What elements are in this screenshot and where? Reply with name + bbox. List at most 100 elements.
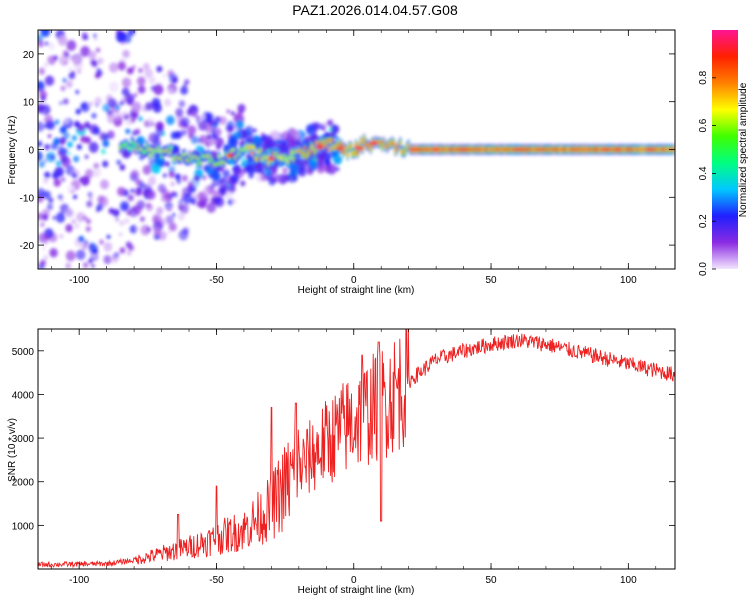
spectrogram-blob: [282, 167, 289, 174]
spectrogram-blob: [144, 68, 154, 79]
spectrogram-blob: [219, 188, 225, 194]
spectrogram-ridge-cell: [326, 139, 330, 142]
spectrogram-blob: [82, 262, 89, 269]
spectrogram-blob: [124, 217, 130, 224]
spectrogram-blob: [137, 85, 146, 94]
spectrogram-blob: [103, 242, 113, 252]
spectrogram-blob: [45, 120, 54, 130]
spectrogram-blob: [197, 191, 206, 201]
spectrogram-blob: [240, 180, 246, 187]
spectrogram-blob: [246, 164, 250, 169]
spectrogram-ridge-cell: [169, 147, 174, 149]
spectrogram-blob: [38, 212, 44, 221]
spectrogram-blob: [327, 155, 331, 160]
spectrogram-blob: [72, 173, 77, 179]
spectrogram-peak: [613, 147, 622, 152]
spectrogram-blob: [183, 193, 193, 205]
spectrogram-heatmap: [38, 30, 675, 269]
spectrogram-blob: [53, 178, 61, 187]
spectrogram-blob: [216, 116, 221, 121]
spectrogram-blob: [124, 93, 135, 105]
spectrogram-blob: [93, 162, 100, 170]
spectrogram-blob: [121, 77, 132, 88]
spectrogram-blob: [302, 132, 307, 137]
spectrogram-blob: [198, 120, 208, 131]
spectrogram-blob: [233, 130, 242, 140]
spectrogram-ridge-cell: [128, 147, 132, 150]
spectrogram-blob: [109, 62, 119, 73]
spectrogram-blob: [57, 35, 68, 46]
spectrogram-blob: [119, 200, 130, 212]
spectrogram-peak: [514, 147, 523, 152]
spectrogram-blob: [157, 122, 163, 128]
spectrogram-ridge-cell: [339, 143, 343, 146]
spectrogram-blob: [76, 69, 82, 74]
spectrogram-blob: [102, 160, 109, 168]
colorbar-label: Normalized spectral amplitude: [738, 82, 749, 217]
spectrogram-blob: [129, 225, 138, 234]
spectrogram-blob: [55, 212, 66, 223]
spectrogram-blob: [297, 158, 307, 169]
spectrogram-blob: [127, 30, 136, 36]
spectrogram-blob: [180, 129, 187, 136]
spectrogram-y-tick-label: 20: [23, 50, 35, 61]
spectrogram-blob: [237, 103, 246, 113]
spectrogram-blob: [162, 173, 167, 178]
spectrogram-y-tick-label: 10: [23, 98, 35, 109]
spectrogram-blob: [178, 229, 189, 241]
colorbar-tick-label: 0.0: [698, 262, 709, 276]
spectrogram-x-axis: -100 -50 0 50 100: [51, 30, 657, 286]
spectrogram-blob: [116, 159, 122, 166]
spectrogram-blob: [119, 100, 125, 106]
spectrogram-blob: [87, 191, 93, 198]
spectrogram-blob: [80, 135, 88, 143]
snr-xlabel: Height of straight line (km): [298, 585, 415, 596]
colorbar-tick-label: 0.4: [698, 166, 709, 180]
spectrogram-peak: [355, 146, 364, 151]
colorbar: 0.0 0.2 0.4 0.6 0.8 Normalized spectral ampl…: [698, 30, 749, 276]
spectrogram-blob: [283, 132, 288, 137]
spectrogram-blob: [210, 183, 215, 188]
spectrogram-x-tick-label: -50: [209, 275, 224, 286]
spectrogram-blob: [67, 67, 72, 72]
spectrogram-blob: [119, 220, 125, 227]
spectrogram-blob: [107, 97, 117, 109]
spectrogram-ridge: [118, 133, 675, 171]
spectrogram-blob: [113, 111, 122, 121]
spectrogram-ridge-cell: [329, 139, 333, 142]
spectrogram-blob: [80, 175, 90, 186]
spectrogram-blob: [253, 163, 262, 174]
spectrogram-blob: [49, 154, 55, 161]
spectrogram-blob: [53, 137, 61, 146]
spectrogram-blob: [147, 117, 154, 125]
spectrogram-blob: [43, 254, 49, 261]
spectrogram-blob: [53, 55, 58, 61]
spectrogram-blob: [78, 235, 85, 243]
spectrogram-blob: [153, 228, 161, 236]
spectrogram-ridge-cell: [250, 152, 254, 155]
spectrogram-blob: [44, 143, 50, 151]
spectrogram-blob: [324, 158, 331, 166]
spectrogram-y-tick-label: 0: [28, 146, 34, 157]
spectrogram-blob: [59, 126, 66, 134]
spectrogram-blob: [99, 239, 104, 245]
colorbar-gradient: [712, 30, 738, 269]
spectrogram-blob: [59, 234, 64, 239]
spectrogram-blob: [215, 137, 224, 147]
spectrogram-blob: [218, 116, 227, 125]
spectrogram-blob: [275, 173, 279, 178]
spectrogram-blob: [146, 226, 152, 233]
spectrogram-blob: [174, 173, 181, 180]
spectrogram-blob: [93, 167, 102, 177]
spectrogram-blob: [38, 140, 43, 147]
spectrogram-blob: [280, 144, 290, 155]
spectrogram-blob: [88, 50, 97, 60]
snr-x-tick-label: -100: [69, 575, 89, 586]
spectrogram-blob: [67, 141, 73, 148]
colorbar-tick-label: 0.2: [698, 214, 709, 228]
spectrogram-x-tick-label: 50: [485, 275, 497, 286]
spectrogram-blob: [71, 135, 77, 141]
spectrogram-ridge-cell: [354, 143, 358, 146]
spectrogram-blob: [165, 161, 170, 167]
